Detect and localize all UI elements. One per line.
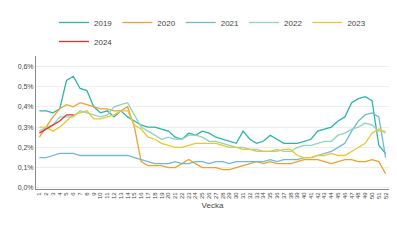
svg-text:12: 12 (111, 192, 117, 199)
svg-text:0,5%: 0,5% (18, 83, 34, 90)
svg-text:28: 28 (220, 192, 226, 199)
svg-text:22: 22 (179, 192, 185, 199)
svg-text:19: 19 (159, 192, 165, 199)
svg-text:38: 38 (288, 192, 294, 199)
svg-text:45: 45 (335, 192, 341, 199)
svg-text:24: 24 (192, 192, 198, 199)
svg-text:16: 16 (138, 192, 144, 199)
svg-text:8: 8 (84, 192, 90, 196)
svg-text:25: 25 (199, 192, 205, 199)
svg-text:40: 40 (301, 192, 307, 199)
svg-text:2024: 2024 (94, 38, 112, 47)
svg-text:17: 17 (145, 192, 151, 199)
svg-text:7: 7 (77, 192, 83, 196)
svg-text:6: 6 (70, 192, 76, 196)
svg-text:4: 4 (57, 192, 63, 196)
svg-text:41: 41 (308, 192, 314, 199)
svg-text:48: 48 (355, 192, 361, 199)
svg-text:Vecka: Vecka (202, 201, 224, 210)
svg-text:32: 32 (247, 192, 253, 199)
svg-text:5: 5 (64, 192, 70, 196)
svg-text:52: 52 (383, 192, 389, 199)
svg-text:49: 49 (362, 192, 368, 199)
svg-text:31: 31 (240, 192, 246, 199)
svg-text:37: 37 (281, 192, 287, 199)
svg-text:43: 43 (321, 192, 327, 199)
svg-text:18: 18 (152, 192, 158, 199)
svg-text:2022: 2022 (284, 19, 302, 28)
svg-text:0,1%: 0,1% (18, 164, 34, 171)
svg-text:0,2%: 0,2% (18, 144, 34, 151)
svg-text:50: 50 (369, 192, 375, 199)
svg-text:46: 46 (342, 192, 348, 199)
svg-text:34: 34 (260, 192, 266, 199)
svg-text:30: 30 (233, 192, 239, 199)
svg-text:0,3%: 0,3% (18, 124, 34, 131)
svg-text:44: 44 (328, 192, 334, 199)
svg-text:39: 39 (294, 192, 300, 199)
svg-text:27: 27 (213, 192, 219, 199)
svg-text:26: 26 (206, 192, 212, 199)
svg-text:33: 33 (254, 192, 260, 199)
svg-text:51: 51 (376, 192, 382, 199)
svg-text:0,4%: 0,4% (18, 103, 34, 110)
svg-text:11: 11 (104, 192, 110, 199)
svg-text:2020: 2020 (157, 19, 175, 28)
svg-text:20: 20 (165, 192, 171, 199)
svg-text:10: 10 (97, 192, 103, 199)
svg-text:15: 15 (131, 192, 137, 199)
svg-text:0,6%: 0,6% (18, 63, 34, 70)
svg-text:0,0%: 0,0% (18, 184, 34, 191)
svg-text:1: 1 (36, 192, 42, 196)
svg-text:21: 21 (172, 192, 178, 199)
svg-text:9: 9 (91, 192, 97, 196)
svg-text:29: 29 (226, 192, 232, 199)
svg-text:23: 23 (186, 192, 192, 199)
svg-text:42: 42 (315, 192, 321, 199)
svg-text:36: 36 (274, 192, 280, 199)
svg-text:3: 3 (50, 192, 56, 196)
svg-text:2: 2 (43, 192, 49, 196)
svg-text:2021: 2021 (221, 19, 239, 28)
svg-text:35: 35 (267, 192, 273, 199)
svg-text:2023: 2023 (347, 19, 365, 28)
svg-text:14: 14 (125, 192, 131, 199)
svg-text:2019: 2019 (94, 19, 112, 28)
svg-text:47: 47 (349, 192, 355, 199)
svg-text:13: 13 (118, 192, 124, 199)
